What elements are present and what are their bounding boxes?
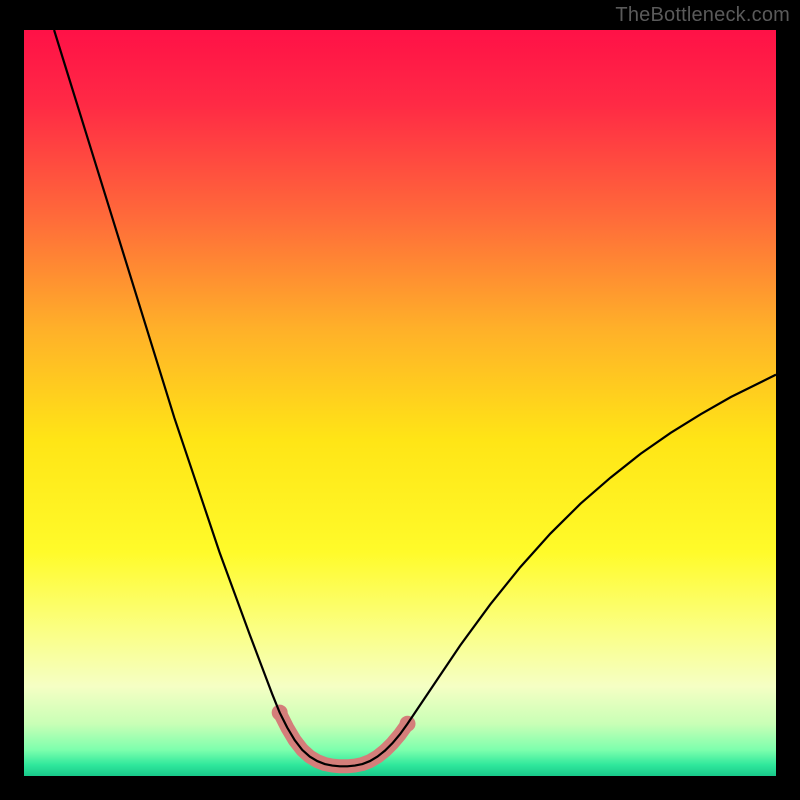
watermark-text: TheBottleneck.com <box>615 4 790 27</box>
chart-stage: TheBottleneck.com <box>0 0 800 800</box>
bottleneck-chart <box>0 0 800 800</box>
plot-background <box>24 30 776 776</box>
